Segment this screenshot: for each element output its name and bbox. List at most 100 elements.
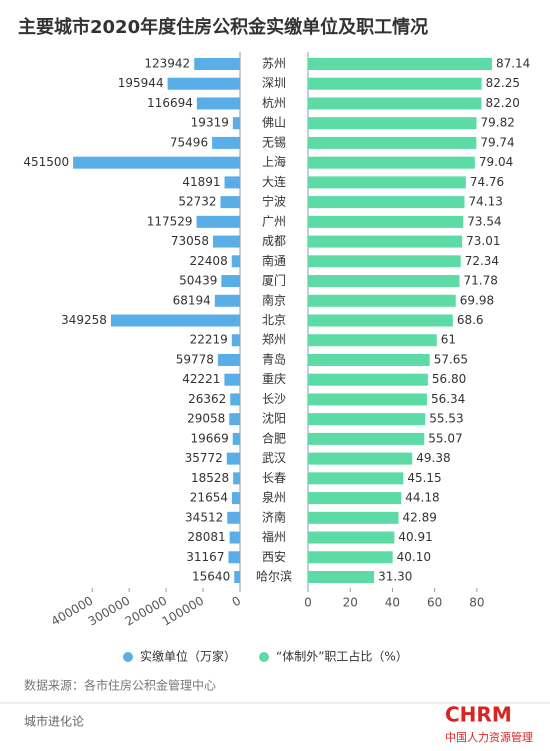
bar <box>308 97 482 110</box>
chart-title: 主要城市2020年度住房公积金实缴单位及职工情况 <box>18 16 428 38</box>
value-label: 74.13 <box>468 195 502 209</box>
category-label: 济南 <box>262 509 286 524</box>
category-label: 广州 <box>262 214 286 228</box>
value-label: 42221 <box>182 372 220 386</box>
category-label: 苏州 <box>262 57 286 71</box>
bar <box>308 314 453 327</box>
bar <box>308 334 437 347</box>
bar <box>308 77 482 90</box>
value-label: 79.74 <box>480 135 514 149</box>
bar <box>232 117 240 130</box>
value-label: 56.80 <box>432 372 466 386</box>
value-label: 73.01 <box>466 234 500 248</box>
value-label: 31167 <box>186 550 224 564</box>
value-label: 68194 <box>173 293 211 307</box>
bar <box>214 294 240 307</box>
x-tick-label: 0 <box>230 594 244 610</box>
value-label: 49.38 <box>416 451 450 465</box>
value-label: 116694 <box>147 96 193 110</box>
bar <box>308 215 464 228</box>
bar <box>308 176 466 189</box>
value-label: 69.98 <box>460 293 494 307</box>
bar <box>224 176 240 189</box>
value-label: 68.6 <box>457 313 484 327</box>
value-label: 117529 <box>147 214 193 228</box>
bar <box>308 136 477 149</box>
value-label: 34512 <box>185 510 223 524</box>
category-label: 重庆 <box>262 372 286 386</box>
value-label: 44.18 <box>405 491 439 505</box>
value-label: 41891 <box>182 175 220 189</box>
bar <box>212 136 240 149</box>
bar <box>227 511 240 524</box>
x-tick-label: 0 <box>304 596 312 610</box>
bar <box>196 97 240 110</box>
bar <box>167 77 240 90</box>
value-label: 52732 <box>178 195 216 209</box>
category-label: 杭州 <box>262 95 286 110</box>
value-label: 59778 <box>176 352 214 366</box>
value-label: 349258 <box>61 313 107 327</box>
bar <box>234 571 240 583</box>
category-label: 深圳 <box>262 76 286 90</box>
bar <box>232 432 240 445</box>
value-label: 79.82 <box>481 116 515 130</box>
category-label: 合肥 <box>262 430 286 445</box>
category-label: 成都 <box>262 234 286 248</box>
value-label: 50439 <box>179 274 217 288</box>
value-label: 82.20 <box>486 96 520 110</box>
bar <box>308 452 413 465</box>
bar <box>308 511 399 524</box>
value-label: 451500 <box>23 155 69 169</box>
legend-label: 实缴单位（万家） <box>140 649 236 664</box>
value-label: 57.65 <box>434 352 468 366</box>
value-label: 75496 <box>170 135 208 149</box>
category-label: 厦门 <box>262 273 286 288</box>
value-label: 35772 <box>185 451 223 465</box>
value-label: 15640 <box>192 570 230 584</box>
bar <box>308 294 456 307</box>
bar <box>308 472 404 485</box>
bar <box>308 551 393 564</box>
value-label: 40.91 <box>398 530 432 544</box>
category-label: 大连 <box>262 174 286 189</box>
value-label: 87.14 <box>496 57 530 71</box>
value-label: 55.53 <box>429 412 463 426</box>
category-label: 西安 <box>262 549 286 564</box>
bar <box>213 235 240 248</box>
value-label: 123942 <box>144 57 190 71</box>
value-label: 26362 <box>188 392 226 406</box>
x-tick-label: 60 <box>427 596 442 610</box>
bar <box>220 196 240 209</box>
value-label: 45.15 <box>407 471 441 485</box>
legend-label: “体制外”职工占比（%） <box>276 649 408 664</box>
source: 数据来源：各市住房公积金管理中心 <box>24 678 216 693</box>
value-label: 61 <box>441 333 456 347</box>
value-label: 73058 <box>171 234 209 248</box>
category-label: 长沙 <box>262 392 286 406</box>
bar <box>308 373 428 386</box>
value-label: 72.34 <box>465 254 499 268</box>
bar <box>230 393 240 406</box>
category-label: 北京 <box>262 313 286 327</box>
footer: 城市进化论 <box>24 714 84 729</box>
bar <box>308 156 475 169</box>
bar <box>308 353 430 366</box>
bar <box>196 215 240 228</box>
bar <box>308 58 492 70</box>
legend-marker <box>259 652 269 662</box>
bar <box>231 255 240 268</box>
bar <box>231 492 240 505</box>
bar <box>308 571 375 583</box>
bar <box>308 235 463 248</box>
bar <box>228 551 240 564</box>
x-tick-label: 100000 <box>160 594 207 629</box>
bar <box>308 413 426 426</box>
category-label: 哈尔滨 <box>256 569 292 584</box>
value-label: 19669 <box>191 431 229 445</box>
value-label: 21654 <box>190 491 228 505</box>
value-label: 195944 <box>118 76 164 90</box>
x-tick-label: 300000 <box>86 594 133 629</box>
category-label: 长春 <box>262 471 286 485</box>
